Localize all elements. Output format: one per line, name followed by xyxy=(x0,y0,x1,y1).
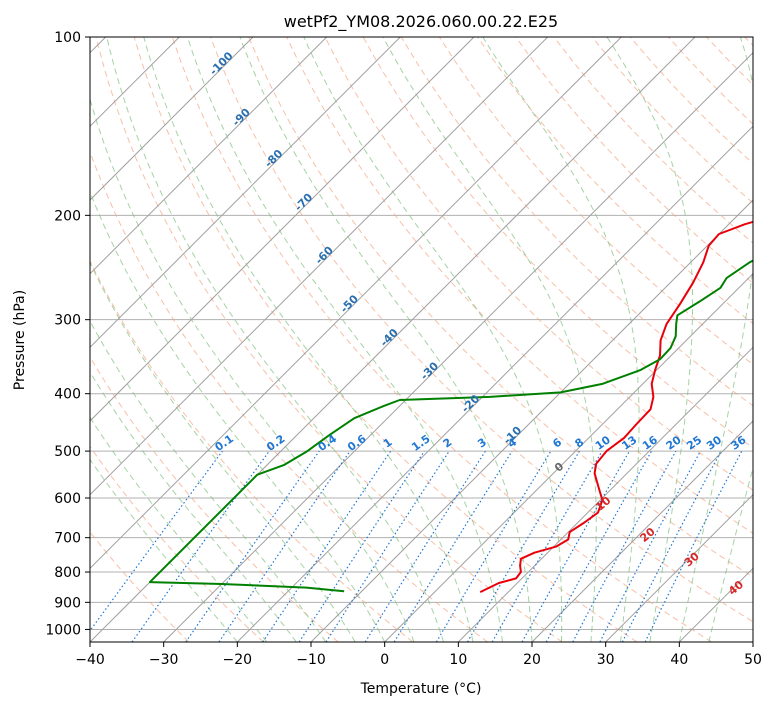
mixing-ratio-line xyxy=(185,450,320,642)
mixing-ratio-line xyxy=(218,450,351,642)
mixing-ratio-line xyxy=(393,450,513,642)
x-axis-label: Temperature (°C) xyxy=(360,681,482,697)
mixing-ratio-line xyxy=(644,450,743,642)
mixing-ratio-line xyxy=(521,450,631,642)
x-tick-label: −10 xyxy=(296,652,326,668)
moist-adiabat-line xyxy=(606,37,694,642)
moist-adiabat-line xyxy=(90,261,356,642)
moist-adiabat-line xyxy=(90,190,386,642)
isotherm-line xyxy=(90,37,549,496)
dry-adiabat-line xyxy=(90,356,339,642)
dry-adiabat-line xyxy=(515,37,753,284)
isotherm-line xyxy=(236,125,753,642)
moist-adiabat-line xyxy=(106,37,445,642)
moist-adiabat-line xyxy=(143,37,474,642)
dry-adiabat-line xyxy=(95,37,563,642)
moist-adiabat-line xyxy=(382,37,597,642)
isotherm-line xyxy=(531,420,753,642)
mixing-ratio-line xyxy=(262,450,392,642)
isotherm-line xyxy=(457,346,753,642)
moist-adiabat-line xyxy=(187,37,503,642)
mixing-ratio-line xyxy=(90,450,223,632)
moist-adiabat-line xyxy=(678,37,753,642)
y-tick-label: 700 xyxy=(54,531,81,547)
isotherm-line xyxy=(90,37,401,349)
moist-adiabat-line xyxy=(708,465,753,642)
y-tick-label: 900 xyxy=(54,595,81,611)
mixing-ratio-line xyxy=(298,450,425,642)
isotherm-line xyxy=(752,641,753,642)
dry-adiabat-line xyxy=(171,37,712,642)
x-tick-label: 20 xyxy=(523,652,541,668)
y-tick-label: 500 xyxy=(54,444,81,460)
y-tick-label: 1000 xyxy=(45,622,81,638)
moist-adiabat-line xyxy=(90,320,327,642)
dry-adiabat-line xyxy=(286,37,753,534)
x-tick-label: 40 xyxy=(670,652,688,668)
moist-adiabat-line xyxy=(303,37,563,642)
dewpoint-profile-line xyxy=(148,259,753,593)
plot-frame xyxy=(89,36,754,643)
moist-adiabat-line xyxy=(482,37,640,642)
isotherm-line xyxy=(163,51,753,642)
moist-adiabat-line xyxy=(90,416,268,642)
x-tick-label: −30 xyxy=(149,652,179,668)
plot-background xyxy=(90,37,753,642)
moist-adiabat-line xyxy=(90,458,238,642)
y-tick-label: 800 xyxy=(54,565,81,581)
x-tick-label: 10 xyxy=(449,652,467,668)
isotherm-line xyxy=(90,37,328,275)
dry-adiabat-line xyxy=(210,37,753,623)
isotherm-line xyxy=(605,493,753,642)
background-lines xyxy=(90,37,753,642)
isotherm-line xyxy=(310,199,753,642)
mixing-ratio-line xyxy=(572,450,677,642)
y-axis-ticks: 100 200 300 400 500 600 700 800 900 1000 xyxy=(45,30,90,638)
isotherm-line xyxy=(384,272,753,642)
temperature-profile-line xyxy=(479,220,753,593)
x-tick-label: 50 xyxy=(744,652,762,668)
x-tick-label: −40 xyxy=(75,652,105,668)
isotherm-line xyxy=(90,37,622,570)
y-axis-label: Pressure (hPa) xyxy=(12,290,28,390)
chart-title: wetPf2_YM08.2026.060.00.22.E25 xyxy=(284,12,558,32)
y-tick-label: 400 xyxy=(54,387,81,403)
isotherm-line xyxy=(90,37,254,201)
y-tick-label: 200 xyxy=(54,208,81,224)
dry-adiabat-line xyxy=(324,37,753,491)
mixing-ratio-line xyxy=(545,450,653,642)
x-axis-ticks: −40 −30 −20 −10 0 10 20 30 40 50 xyxy=(75,642,762,668)
dry-adiabat-line xyxy=(90,259,414,642)
dry-adiabat-line xyxy=(133,37,638,642)
y-tick-label: 600 xyxy=(54,491,81,507)
x-tick-label: 0 xyxy=(380,652,389,668)
dry-adiabat-line xyxy=(248,37,753,578)
data-series xyxy=(148,220,753,593)
mixing-ratio-line xyxy=(325,450,450,642)
x-tick-label: −20 xyxy=(223,652,253,668)
moist-adiabat-line xyxy=(239,37,533,642)
y-tick-label: 300 xyxy=(54,313,81,329)
moist-adiabat-line xyxy=(90,370,297,642)
x-tick-label: 30 xyxy=(597,652,615,668)
y-tick-label: 100 xyxy=(54,30,81,46)
dry-adiabat-line xyxy=(90,445,264,642)
mixing-ratio-line xyxy=(131,450,270,642)
isotherm-line xyxy=(90,37,475,422)
